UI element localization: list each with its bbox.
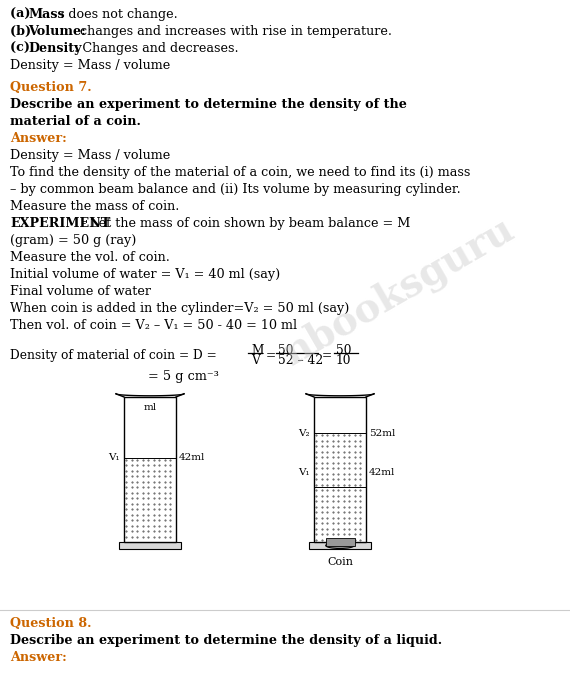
Text: Mass: Mass xyxy=(28,8,64,21)
Text: EXPERIMENT: EXPERIMENT xyxy=(10,217,111,230)
Text: 50: 50 xyxy=(336,344,352,357)
Text: Question 8.: Question 8. xyxy=(10,617,92,630)
Bar xyxy=(314,397,366,542)
Text: V: V xyxy=(251,354,260,367)
Text: – by common beam balance and (ii) Its volume by measuring cylinder.: – by common beam balance and (ii) Its vo… xyxy=(10,183,461,196)
Text: 52ml: 52ml xyxy=(369,429,396,438)
Text: To find the density of the material of a coin, we need to find its (i) mass: To find the density of the material of a… xyxy=(10,166,470,179)
Text: =: = xyxy=(266,349,276,362)
Text: ml: ml xyxy=(144,403,157,412)
Text: Describe an experiment to determine the density of a liquid.: Describe an experiment to determine the … xyxy=(10,634,442,647)
Text: Question 7.: Question 7. xyxy=(10,81,92,94)
Text: 10: 10 xyxy=(336,354,352,367)
Text: changes and increases with rise in temperature.: changes and increases with rise in tempe… xyxy=(76,25,392,38)
Text: Measure the mass of coin.: Measure the mass of coin. xyxy=(10,200,180,213)
Text: Density of material of coin = D =: Density of material of coin = D = xyxy=(10,349,217,362)
Text: Then vol. of coin = V₂ – V₁ = 50 - 40 = 10 ml: Then vol. of coin = V₂ – V₁ = 50 - 40 = … xyxy=(10,319,297,332)
Text: - Let the mass of coin shown by beam balance = M: - Let the mass of coin shown by beam bal… xyxy=(78,217,410,230)
Text: 50: 50 xyxy=(278,344,294,357)
Text: (gram) = 50 g (ray): (gram) = 50 g (ray) xyxy=(10,234,136,247)
Text: Density = Mass / volume: Density = Mass / volume xyxy=(10,59,170,72)
Text: M: M xyxy=(251,344,263,357)
Text: (a): (a) xyxy=(10,8,35,21)
Text: Coin: Coin xyxy=(327,557,353,567)
Text: Answer:: Answer: xyxy=(10,651,67,664)
Text: 52 – 42: 52 – 42 xyxy=(278,354,323,367)
Text: V₁: V₁ xyxy=(108,453,120,462)
Text: (c): (c) xyxy=(10,42,35,55)
Text: : does not change.: : does not change. xyxy=(56,8,178,21)
Text: Density: Density xyxy=(28,42,82,55)
Bar xyxy=(326,538,355,546)
Text: 42ml: 42ml xyxy=(179,453,205,462)
Text: Density = Mass / volume: Density = Mass / volume xyxy=(10,149,170,162)
Text: Initial volume of water = V₁ = 40 ml (say): Initial volume of water = V₁ = 40 ml (sa… xyxy=(10,268,280,281)
Text: When coin is added in the cylinder=V₂ = 50 ml (say): When coin is added in the cylinder=V₂ = … xyxy=(10,302,349,315)
Text: : Changes and decreases.: : Changes and decreases. xyxy=(70,42,239,55)
Text: Final volume of water: Final volume of water xyxy=(10,285,151,298)
Bar xyxy=(309,542,371,549)
Ellipse shape xyxy=(325,543,355,548)
Text: Describe an experiment to determine the density of the: Describe an experiment to determine the … xyxy=(10,98,407,111)
Text: =: = xyxy=(322,349,332,362)
Text: = 5 g cm⁻³: = 5 g cm⁻³ xyxy=(148,370,219,383)
Bar xyxy=(119,542,181,549)
Bar xyxy=(124,397,176,542)
Text: Volume:: Volume: xyxy=(28,25,86,38)
Text: material of a coin.: material of a coin. xyxy=(10,115,141,128)
Text: Answer:: Answer: xyxy=(10,132,67,145)
Text: V₁: V₁ xyxy=(298,468,310,477)
Text: V₂: V₂ xyxy=(298,429,310,438)
Text: 42ml: 42ml xyxy=(369,468,396,477)
Text: nbooksguru: nbooksguru xyxy=(276,209,522,373)
Text: (b): (b) xyxy=(10,25,35,38)
Text: Measure the vol. of coin.: Measure the vol. of coin. xyxy=(10,251,170,264)
